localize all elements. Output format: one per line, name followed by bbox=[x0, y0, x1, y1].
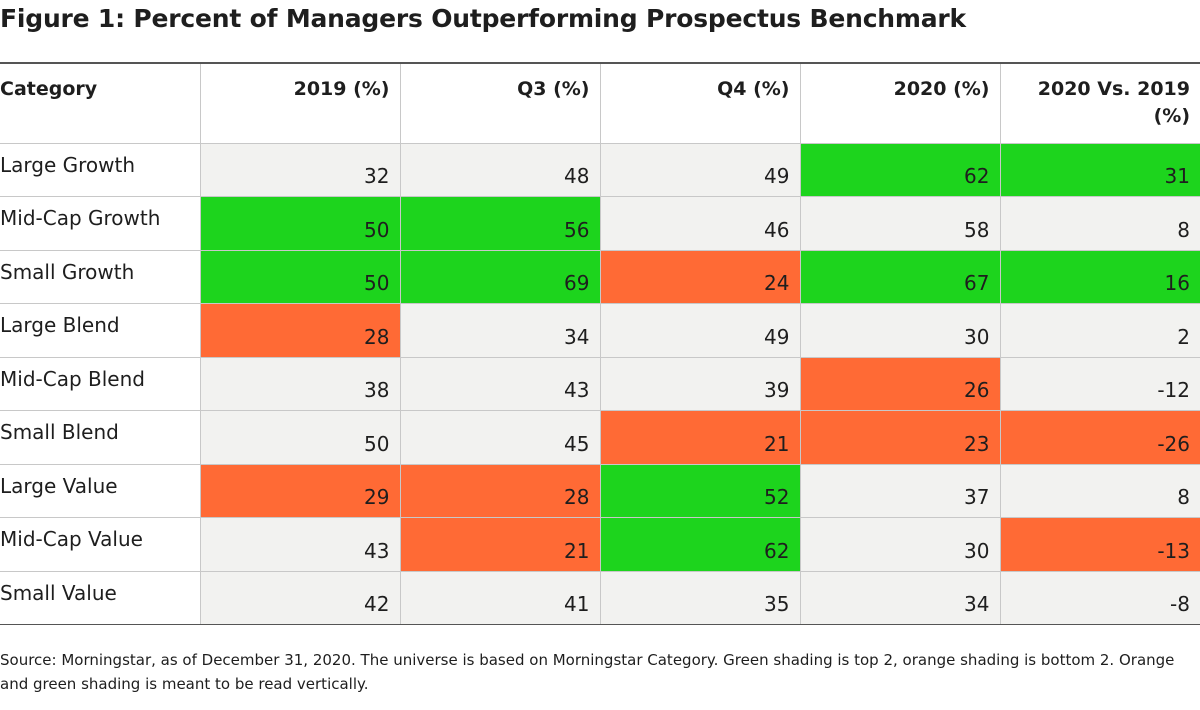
cell-2019: 42 bbox=[200, 571, 401, 625]
cell-q3: 48 bbox=[400, 143, 601, 197]
cell-2019: 50 bbox=[200, 196, 401, 251]
cell-2020: 26 bbox=[800, 357, 1001, 411]
row-category-label: Large Value bbox=[0, 464, 201, 518]
cell-2020: 62 bbox=[800, 143, 1001, 197]
row-category-label: Large Growth bbox=[0, 143, 201, 197]
row-category-label: Small Blend bbox=[0, 410, 201, 465]
source-note: Source: Morningstar, as of December 31, … bbox=[0, 651, 1175, 693]
cell-2020-vs-2019: -13 bbox=[1000, 517, 1200, 572]
header-row: Category 2019 (%) Q3 (%) Q4 (%) 2020 (%)… bbox=[0, 62, 1200, 144]
column-header-2020: 2020 (%) bbox=[800, 62, 1001, 144]
cell-q3: 43 bbox=[400, 357, 601, 411]
table-row: Mid-Cap Growth 50 56 46 58 8 bbox=[0, 196, 1200, 251]
cell-q3: 34 bbox=[400, 303, 601, 358]
cell-2019: 32 bbox=[200, 143, 401, 197]
table-row: Small Growth 50 69 24 67 16 bbox=[0, 250, 1200, 304]
row-category-label: Mid-Cap Blend bbox=[0, 357, 201, 411]
table-row: Mid-Cap Value 43 21 62 30 -13 bbox=[0, 517, 1200, 572]
cell-2019: 43 bbox=[200, 517, 401, 572]
cell-2019: 29 bbox=[200, 464, 401, 518]
cell-2020-vs-2019: 8 bbox=[1000, 464, 1200, 518]
cell-2019: 50 bbox=[200, 250, 401, 304]
cell-q4: 24 bbox=[600, 250, 801, 304]
column-header-category: Category bbox=[0, 62, 201, 144]
table-body: Large Growth 32 48 49 62 31 Mid-Cap Growth 50 56… bbox=[0, 143, 1200, 625]
cell-2020: 37 bbox=[800, 464, 1001, 518]
column-header-q4: Q4 (%) bbox=[600, 62, 801, 144]
row-category-label: Small Value bbox=[0, 571, 201, 625]
cell-2019: 28 bbox=[200, 303, 401, 358]
cell-q4: 35 bbox=[600, 571, 801, 625]
cell-2020-vs-2019: 8 bbox=[1000, 196, 1200, 251]
cell-2020-vs-2019: 2 bbox=[1000, 303, 1200, 358]
cell-q4: 49 bbox=[600, 143, 801, 197]
cell-2019: 38 bbox=[200, 357, 401, 411]
row-category-label: Small Growth bbox=[0, 250, 201, 304]
table-row: Mid-Cap Blend 38 43 39 26 -12 bbox=[0, 357, 1200, 411]
cell-q4: 39 bbox=[600, 357, 801, 411]
table-row: Large Growth 32 48 49 62 31 bbox=[0, 143, 1200, 197]
row-category-label: Mid-Cap Growth bbox=[0, 196, 201, 251]
row-category-label: Large Blend bbox=[0, 303, 201, 358]
cell-q3: 69 bbox=[400, 250, 601, 304]
table-row: Large Value 29 28 52 37 8 bbox=[0, 464, 1200, 518]
cell-q4: 21 bbox=[600, 410, 801, 465]
cell-2020: 30 bbox=[800, 517, 1001, 572]
chart-title: Figure 1: Percent of Managers Outperform… bbox=[0, 4, 966, 33]
column-header-2020-vs-2019: 2020 Vs. 2019 (%) bbox=[1000, 62, 1200, 144]
cell-q3: 28 bbox=[400, 464, 601, 518]
cell-q3: 45 bbox=[400, 410, 601, 465]
cell-2020: 30 bbox=[800, 303, 1001, 358]
cell-2020: 34 bbox=[800, 571, 1001, 625]
cell-2020-vs-2019: -12 bbox=[1000, 357, 1200, 411]
cell-2020: 23 bbox=[800, 410, 1001, 465]
cell-q3: 21 bbox=[400, 517, 601, 572]
table-row: Small Blend 50 45 21 23 -26 bbox=[0, 410, 1200, 465]
row-category-label: Mid-Cap Value bbox=[0, 517, 201, 572]
cell-2020-vs-2019: 31 bbox=[1000, 143, 1200, 197]
cell-q4: 52 bbox=[600, 464, 801, 518]
benchmark-table: Category 2019 (%) Q3 (%) Q4 (%) 2020 (%)… bbox=[0, 62, 1200, 625]
cell-q3: 56 bbox=[400, 196, 601, 251]
table-row: Large Blend 28 34 49 30 2 bbox=[0, 303, 1200, 358]
table-row: Small Value 42 41 35 34 -8 bbox=[0, 571, 1200, 625]
cell-q4: 46 bbox=[600, 196, 801, 251]
cell-2020-vs-2019: -8 bbox=[1000, 571, 1200, 625]
cell-2020-vs-2019: 16 bbox=[1000, 250, 1200, 304]
cell-2020: 58 bbox=[800, 196, 1001, 251]
cell-q4: 49 bbox=[600, 303, 801, 358]
cell-2020: 67 bbox=[800, 250, 1001, 304]
column-header-2019: 2019 (%) bbox=[200, 62, 401, 144]
cell-2019: 50 bbox=[200, 410, 401, 465]
cell-2020-vs-2019: -26 bbox=[1000, 410, 1200, 465]
cell-q3: 41 bbox=[400, 571, 601, 625]
cell-q4: 62 bbox=[600, 517, 801, 572]
column-header-q3: Q3 (%) bbox=[400, 62, 601, 144]
